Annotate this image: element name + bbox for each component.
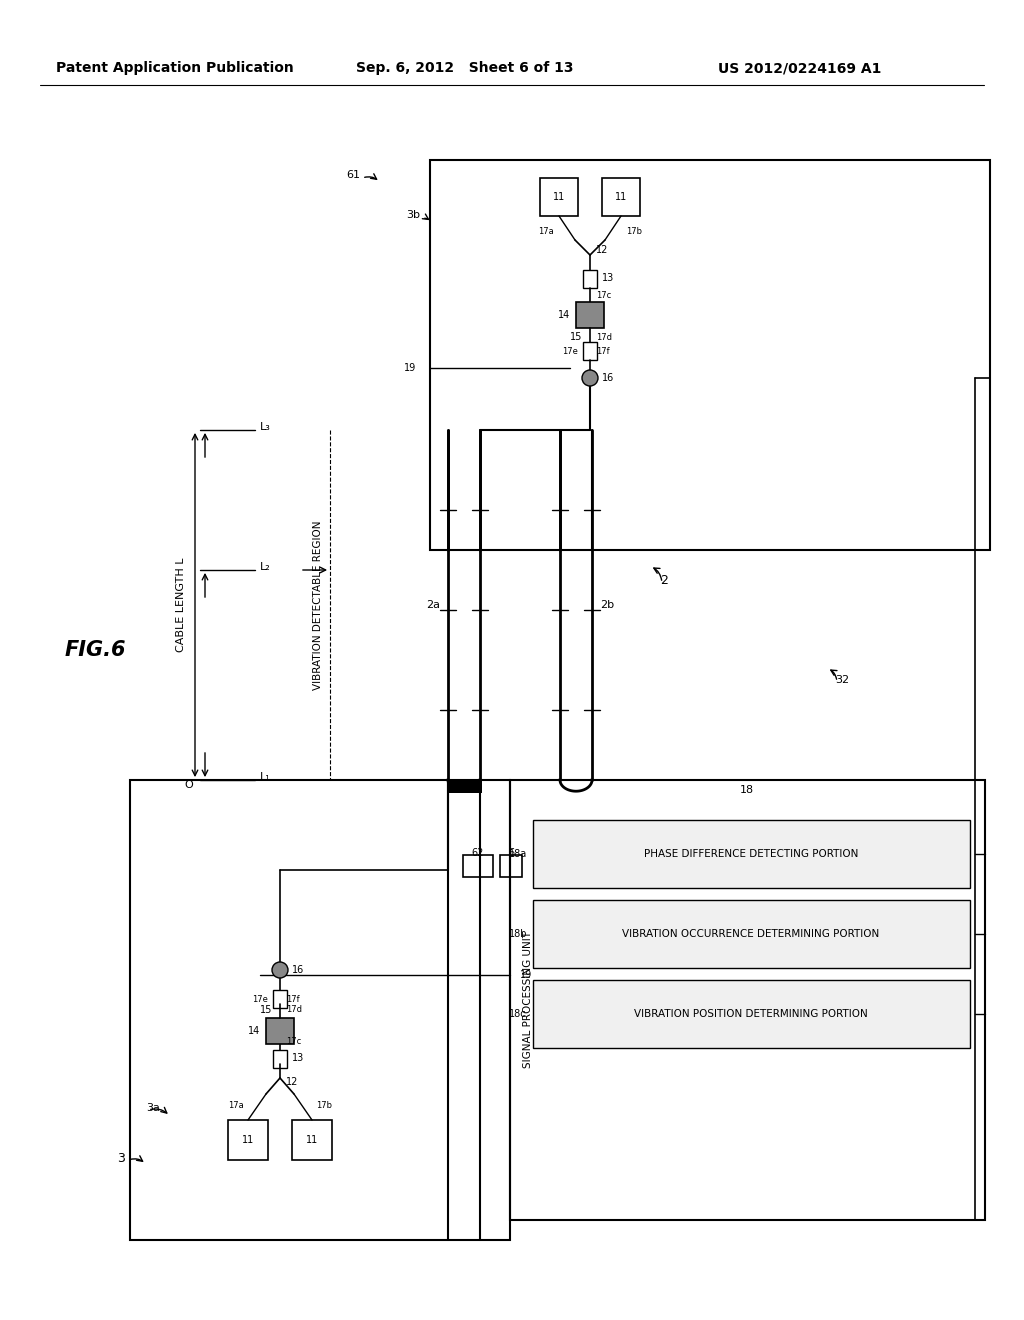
Text: 17c: 17c bbox=[286, 1038, 301, 1047]
Bar bbox=[500, 855, 522, 876]
Text: L₂: L₂ bbox=[260, 562, 270, 572]
Bar bbox=[430, 160, 990, 550]
Text: 3a: 3a bbox=[146, 1104, 160, 1113]
Bar bbox=[534, 900, 970, 968]
Text: O: O bbox=[184, 780, 193, 789]
Bar bbox=[510, 780, 985, 1220]
Text: 18b: 18b bbox=[509, 929, 527, 939]
Bar bbox=[273, 1049, 287, 1068]
Text: SIGNAL PROCESSING UNIT: SIGNAL PROCESSING UNIT bbox=[523, 932, 534, 1068]
Text: 11: 11 bbox=[242, 1135, 254, 1144]
Text: 2b: 2b bbox=[600, 601, 614, 610]
Text: VIBRATION OCCURRENCE DETERMINING PORTION: VIBRATION OCCURRENCE DETERMINING PORTION bbox=[623, 929, 880, 939]
Text: Patent Application Publication: Patent Application Publication bbox=[56, 61, 294, 75]
Text: 2: 2 bbox=[660, 573, 668, 586]
Text: 17e: 17e bbox=[562, 346, 578, 355]
Bar bbox=[540, 178, 578, 216]
Text: 62: 62 bbox=[472, 847, 484, 858]
Text: 17f: 17f bbox=[286, 994, 300, 1003]
Text: US 2012/0224169 A1: US 2012/0224169 A1 bbox=[718, 61, 882, 75]
Text: 18c: 18c bbox=[509, 1008, 527, 1019]
Bar bbox=[602, 178, 640, 216]
Bar bbox=[130, 780, 510, 1239]
Bar bbox=[292, 1119, 332, 1160]
Bar bbox=[534, 820, 970, 888]
Text: 32: 32 bbox=[835, 675, 849, 685]
Bar bbox=[273, 990, 287, 1008]
Bar bbox=[534, 979, 970, 1048]
Text: 3b: 3b bbox=[406, 210, 420, 220]
Text: 17b: 17b bbox=[626, 227, 642, 236]
Text: 16: 16 bbox=[602, 374, 614, 383]
Bar bbox=[583, 271, 597, 288]
Text: CABLE LENGTH L: CABLE LENGTH L bbox=[176, 558, 186, 652]
Bar bbox=[266, 1018, 294, 1044]
Text: 19: 19 bbox=[520, 970, 532, 979]
Text: 14: 14 bbox=[248, 1026, 260, 1036]
Text: 19: 19 bbox=[403, 363, 416, 374]
Circle shape bbox=[272, 962, 288, 978]
Text: 61: 61 bbox=[346, 170, 360, 180]
Text: VIBRATION DETECTABLE REGION: VIBRATION DETECTABLE REGION bbox=[313, 520, 323, 690]
Text: VIBRATION POSITION DETERMINING PORTION: VIBRATION POSITION DETERMINING PORTION bbox=[634, 1008, 868, 1019]
Text: 17b: 17b bbox=[316, 1101, 332, 1110]
Text: Sep. 6, 2012   Sheet 6 of 13: Sep. 6, 2012 Sheet 6 of 13 bbox=[356, 61, 573, 75]
Text: 14: 14 bbox=[558, 310, 570, 319]
Text: L₃: L₃ bbox=[260, 422, 271, 432]
Text: 13: 13 bbox=[602, 273, 614, 282]
Text: 2a: 2a bbox=[426, 601, 440, 610]
Text: 11: 11 bbox=[553, 191, 565, 202]
Bar bbox=[463, 855, 493, 876]
Text: 15: 15 bbox=[569, 333, 582, 342]
Text: 18: 18 bbox=[740, 785, 754, 795]
Circle shape bbox=[582, 370, 598, 385]
Text: 17a: 17a bbox=[228, 1101, 244, 1110]
Text: PHASE DIFFERENCE DETECTING PORTION: PHASE DIFFERENCE DETECTING PORTION bbox=[644, 849, 858, 859]
Bar bbox=[583, 342, 597, 360]
Text: 17a: 17a bbox=[539, 227, 554, 236]
Bar bbox=[228, 1119, 268, 1160]
Text: 17f: 17f bbox=[596, 346, 609, 355]
Text: 13: 13 bbox=[292, 1053, 304, 1063]
Text: 17c: 17c bbox=[596, 292, 611, 301]
Text: 12: 12 bbox=[596, 246, 608, 255]
Text: 17d: 17d bbox=[286, 1006, 302, 1015]
Text: 11: 11 bbox=[614, 191, 627, 202]
Text: 17d: 17d bbox=[596, 333, 612, 342]
Text: 18a: 18a bbox=[509, 849, 527, 859]
Text: 12: 12 bbox=[286, 1077, 298, 1086]
Text: 15: 15 bbox=[260, 1005, 272, 1015]
Text: 16: 16 bbox=[292, 965, 304, 975]
Text: 3: 3 bbox=[117, 1151, 125, 1164]
Text: 11: 11 bbox=[306, 1135, 318, 1144]
Text: FIG.6: FIG.6 bbox=[65, 640, 126, 660]
Text: 6: 6 bbox=[508, 847, 514, 858]
Text: 17e: 17e bbox=[252, 994, 268, 1003]
Bar bbox=[575, 302, 604, 327]
Text: L₁: L₁ bbox=[260, 772, 270, 781]
